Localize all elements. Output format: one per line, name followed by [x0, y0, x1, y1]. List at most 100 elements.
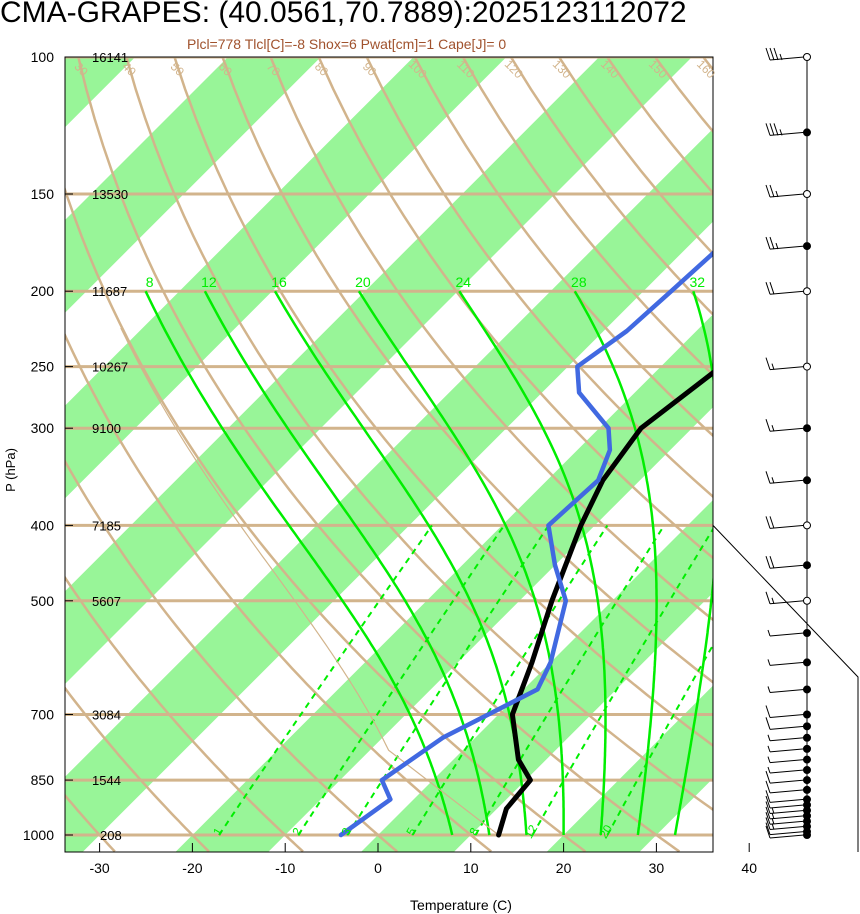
dry-adiabat	[65, 686, 210, 852]
wind-barb-flag	[765, 790, 771, 803]
dry-adiabat	[221, 57, 713, 684]
isotherm-band	[65, 57, 321, 313]
wind-station-dot	[803, 189, 811, 198]
dry-adiabat	[65, 332, 492, 852]
wind-barb-flag	[775, 242, 779, 250]
dry-adiabat	[817, 21, 860, 851]
wind-station-dot	[803, 128, 811, 137]
wind-station-dot	[803, 722, 811, 731]
x-tick-label: 40	[741, 860, 757, 876]
wind-station-dot	[803, 629, 811, 638]
wind-barb-flag	[769, 236, 775, 250]
mixing-ratio-line	[606, 643, 713, 836]
wind-barb-shaft	[769, 688, 805, 693]
wind-station-dot	[803, 476, 811, 485]
wind-station-dot	[803, 561, 811, 570]
moist-adiabat	[673, 290, 713, 836]
dry-adiabat	[65, 458, 398, 852]
isotherm-band	[547, 685, 713, 852]
wind-barb-flag	[769, 123, 775, 136]
wind-barb-shaft	[769, 831, 805, 836]
moist-adiabat-label: 20	[355, 274, 371, 290]
wind-barb-shaft	[769, 600, 805, 605]
wind-barb-shaft	[769, 131, 805, 136]
mixing-ratio-label: 20	[596, 822, 615, 841]
x-tick-label: 10	[463, 860, 479, 876]
moist-adiabat-label: 12	[201, 274, 217, 290]
dry-adiabat	[0, 21, 21, 851]
wind-barb-flag	[767, 766, 771, 774]
wind-barb-shaft	[769, 798, 805, 803]
wind-barb-flag	[765, 822, 771, 835]
dry-adiabat	[413, 57, 713, 438]
wind-station-dot	[803, 242, 811, 251]
wind-barb-flag	[771, 807, 775, 814]
wind-barb-flag	[767, 734, 771, 741]
moist-adiabat-label: 24	[455, 274, 471, 290]
wind-barb-shaft	[769, 737, 805, 742]
wind-barb-flag	[779, 53, 783, 61]
dry-adiabat	[770, 21, 860, 851]
wind-barb-flag	[779, 129, 783, 136]
wind-barb-flag	[765, 516, 771, 529]
height-label: 13530	[92, 187, 128, 202]
wind-barb-flag	[775, 190, 779, 198]
mixing-ratio-label: 12	[522, 822, 541, 841]
wind-barb-flag	[771, 818, 775, 825]
wind-barb-flag	[765, 806, 771, 820]
y-tick-label: 250	[31, 359, 55, 375]
moist-adiabat-label: 28	[571, 274, 587, 290]
x-tick-label: -20	[182, 860, 202, 876]
wind-barb-shaft	[769, 661, 805, 666]
wind-barb-shaft	[769, 713, 805, 718]
dry-adiabat-label: 130	[550, 57, 574, 81]
y-tick-label: 500	[31, 593, 55, 609]
y-tick-label: 1000	[23, 827, 54, 843]
wind-barb-flag	[771, 425, 775, 432]
wind-station-dot	[803, 766, 811, 775]
wind-barb-shaft	[769, 56, 805, 61]
wind-barb-flag	[765, 795, 771, 809]
wind-barb-flag	[769, 282, 775, 295]
temperature-profile	[496, 369, 713, 838]
wind-barb-shaft	[769, 524, 805, 529]
wind-barb-flag	[769, 516, 775, 529]
moist-adiabat-label: 32	[689, 274, 705, 290]
height-label: 10267	[92, 360, 128, 375]
x-tick-label: -10	[275, 860, 295, 876]
x-tick-label: 30	[649, 860, 665, 876]
wind-barb-flag	[771, 597, 775, 604]
wind-station-dot	[803, 362, 811, 371]
wind-barb-shaft	[769, 825, 805, 830]
wind-barb-shaft	[769, 564, 805, 569]
wind-station-dot	[803, 755, 811, 764]
wind-barb-shaft	[769, 804, 805, 809]
wind-barb-flag	[769, 556, 775, 569]
wind-barb-flag	[771, 812, 775, 820]
dry-adiabat	[173, 57, 713, 748]
mixing-ratio-line	[411, 524, 609, 836]
wind-barb-flag	[765, 184, 771, 198]
isotherm-band	[65, 128, 713, 852]
wind-barb-shaft	[769, 366, 805, 371]
y-tick-label: 100	[31, 49, 55, 65]
wind-barb-flag	[765, 770, 771, 784]
wind-barb-flag	[765, 419, 771, 432]
parcel-path	[120, 327, 499, 836]
y-tick-label: 300	[31, 420, 55, 436]
wind-panel-outline	[712, 57, 859, 852]
wind-barb-flag	[767, 756, 771, 763]
mixing-ratio-line	[297, 524, 505, 836]
wind-barb-flag	[765, 282, 771, 295]
height-label: 1544	[92, 773, 121, 788]
height-label: 7185	[92, 518, 121, 533]
chart-title: CMA-GRAPES: (40.0561,70.7889):2025123112…	[0, 0, 687, 29]
moist-adiabat-label: 16	[271, 274, 287, 290]
wind-station-dot	[803, 53, 811, 61]
moist-adiabat	[203, 290, 491, 836]
wind-barb-flag	[765, 357, 771, 370]
wind-barb-flag	[769, 47, 775, 61]
dry-adiabat	[317, 57, 713, 560]
wind-barb-flag	[765, 801, 771, 814]
